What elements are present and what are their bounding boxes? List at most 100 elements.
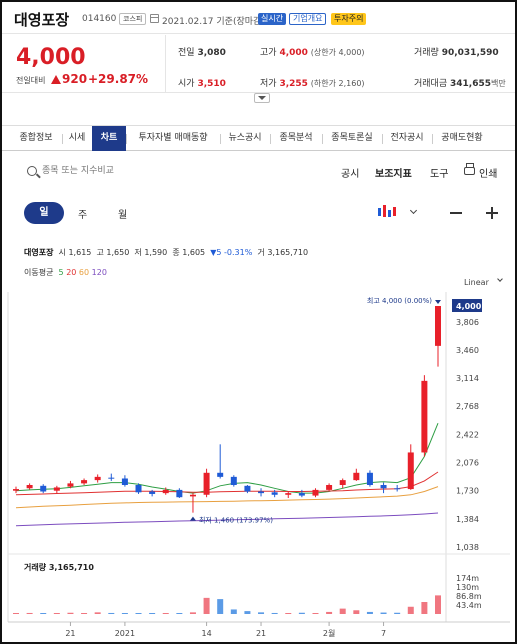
price-summary: 4,000 전일대비 920 +29.87% 전일 3,080 시가 3,510… [2,35,515,93]
tab-4[interactable]: 뉴스공시 [228,133,262,143]
candle-body [53,487,60,491]
volume-bar [13,613,19,614]
volume-bar [217,599,224,614]
volume-bar [407,606,414,614]
volume-bar [244,611,251,614]
current-price: 4,000 [16,45,86,70]
volume-bar [108,612,115,614]
notice-button[interactable]: 공시 [341,169,360,180]
base-date: 2021.02.17 기준(장마감) [162,17,265,27]
current-price-marker [452,299,482,312]
candle-body [339,480,346,486]
stock-name: 대영포장 [14,11,70,29]
high-marker-icon [435,300,441,304]
volume-bar [135,613,142,614]
period-week-button[interactable]: 주 [78,210,88,221]
period-day-button[interactable]: 일 [24,202,64,224]
main-tabs: 종합정보 시세 차트 투자자별 매매동향 뉴스공시 종목분석 종목토론실 전자공시 공매도현황 [2,125,515,151]
price-tick-label: 3,460 [456,346,479,355]
low-price: 저가 3,255 (하한가 2,160) [260,79,365,89]
tab-separator [382,134,383,144]
candle-body [285,493,292,495]
trading-volume: 거래량 90,031,590 [414,48,499,58]
tab-8[interactable]: 공매도현황 [441,133,483,143]
tab-separator [126,134,127,144]
indicators-button[interactable]: 보조지표 [375,169,412,180]
trading-amount: 거래대금 341,655백만 [414,79,506,89]
ma-60-line [15,486,439,509]
price-chart[interactable]: 4,000 3,806 3,460 3,114 2,768 2,422 2,076 1,730… [2,238,515,642]
candle-body [230,476,237,486]
candle-body [312,489,319,496]
volume-tick-label: 86.8m [456,592,482,601]
tab-1[interactable]: 시세 [68,133,86,143]
prev-day-label: 전일대비 [16,76,46,85]
chevron-down-icon[interactable] [409,206,418,215]
ma-120-label: 120 [91,268,107,277]
chart-type-icon[interactable] [378,205,396,219]
expand-summary-button[interactable] [254,93,270,103]
low-marker-icon [189,516,196,521]
ma-60-label: 60 [78,268,90,277]
candle-body [162,489,169,494]
time-tick-label: 14 [201,629,211,638]
print-button[interactable]: 인쇄 [479,169,498,180]
tools-button[interactable]: 도구 [430,169,449,180]
ma-120-line [15,512,439,527]
volume-bar [380,612,387,614]
volume-bar [149,613,156,614]
period-month-button[interactable]: 월 [118,210,128,221]
high-price: 고가 4,000 (상한가 4,000) [260,48,365,58]
price-tick-label: 1,038 [456,543,479,552]
volume-bar [40,613,47,614]
candle-body [258,491,265,494]
candle-body [244,485,251,492]
volume-bar [189,612,196,614]
compare-search-input[interactable] [42,163,192,179]
tab-0[interactable]: 종합정보 [19,133,53,143]
company-overview-button[interactable]: 기업개요 [289,13,327,25]
candle-body [121,478,128,486]
price-tick-label: 4,000 [456,302,482,311]
candle-body [108,477,115,479]
volume-bar [176,613,183,614]
zoom-in-icon[interactable] [486,207,498,219]
tab-separator [270,134,271,144]
tab-2[interactable]: 차트 [92,126,126,151]
tab-3[interactable]: 투자자별 매매동향 [138,133,208,143]
volume-bar [285,613,292,614]
volume-bar [121,613,128,614]
tab-separator [322,134,323,144]
price-tick-label: 3,114 [456,374,479,383]
moving-average-legend[interactable]: 이동평균 5 20 60 120 [24,268,107,277]
calendar-icon [150,14,159,23]
volume-bar [435,595,441,614]
price-tick-label: 2,076 [456,459,479,468]
volume-tick-label: 43.4m [456,601,482,610]
volume-bar [230,609,237,614]
printer-icon[interactable] [464,163,475,175]
realtime-badge[interactable]: 실시간 [258,13,287,25]
ma-5-label: 5 [58,268,64,277]
up-arrow-icon [51,75,61,84]
time-tick-label: 7 [381,629,386,638]
candle-body [421,380,428,453]
time-tick-label: 21 [256,629,266,638]
candle-body [407,452,414,490]
tab-6[interactable]: 종목토론실 [331,133,373,143]
tab-5[interactable]: 종목분석 [279,133,313,143]
time-tick-label: 21 [65,629,75,638]
tab-7[interactable]: 전자공시 [390,133,424,143]
scale-mode-button[interactable]: Linear [464,278,489,287]
tab-separator [432,134,433,144]
zoom-out-icon[interactable] [450,212,462,214]
candle-body [149,491,156,494]
volume-title: 거래량 3,165,710 [24,563,94,572]
candle-body [380,485,387,489]
investment-warning-badge: 투자주의 [331,13,367,25]
candle-body [67,483,74,487]
candle-body [81,480,88,484]
price-change-percent: +29.87% [88,72,149,86]
volume-bar [67,612,74,614]
